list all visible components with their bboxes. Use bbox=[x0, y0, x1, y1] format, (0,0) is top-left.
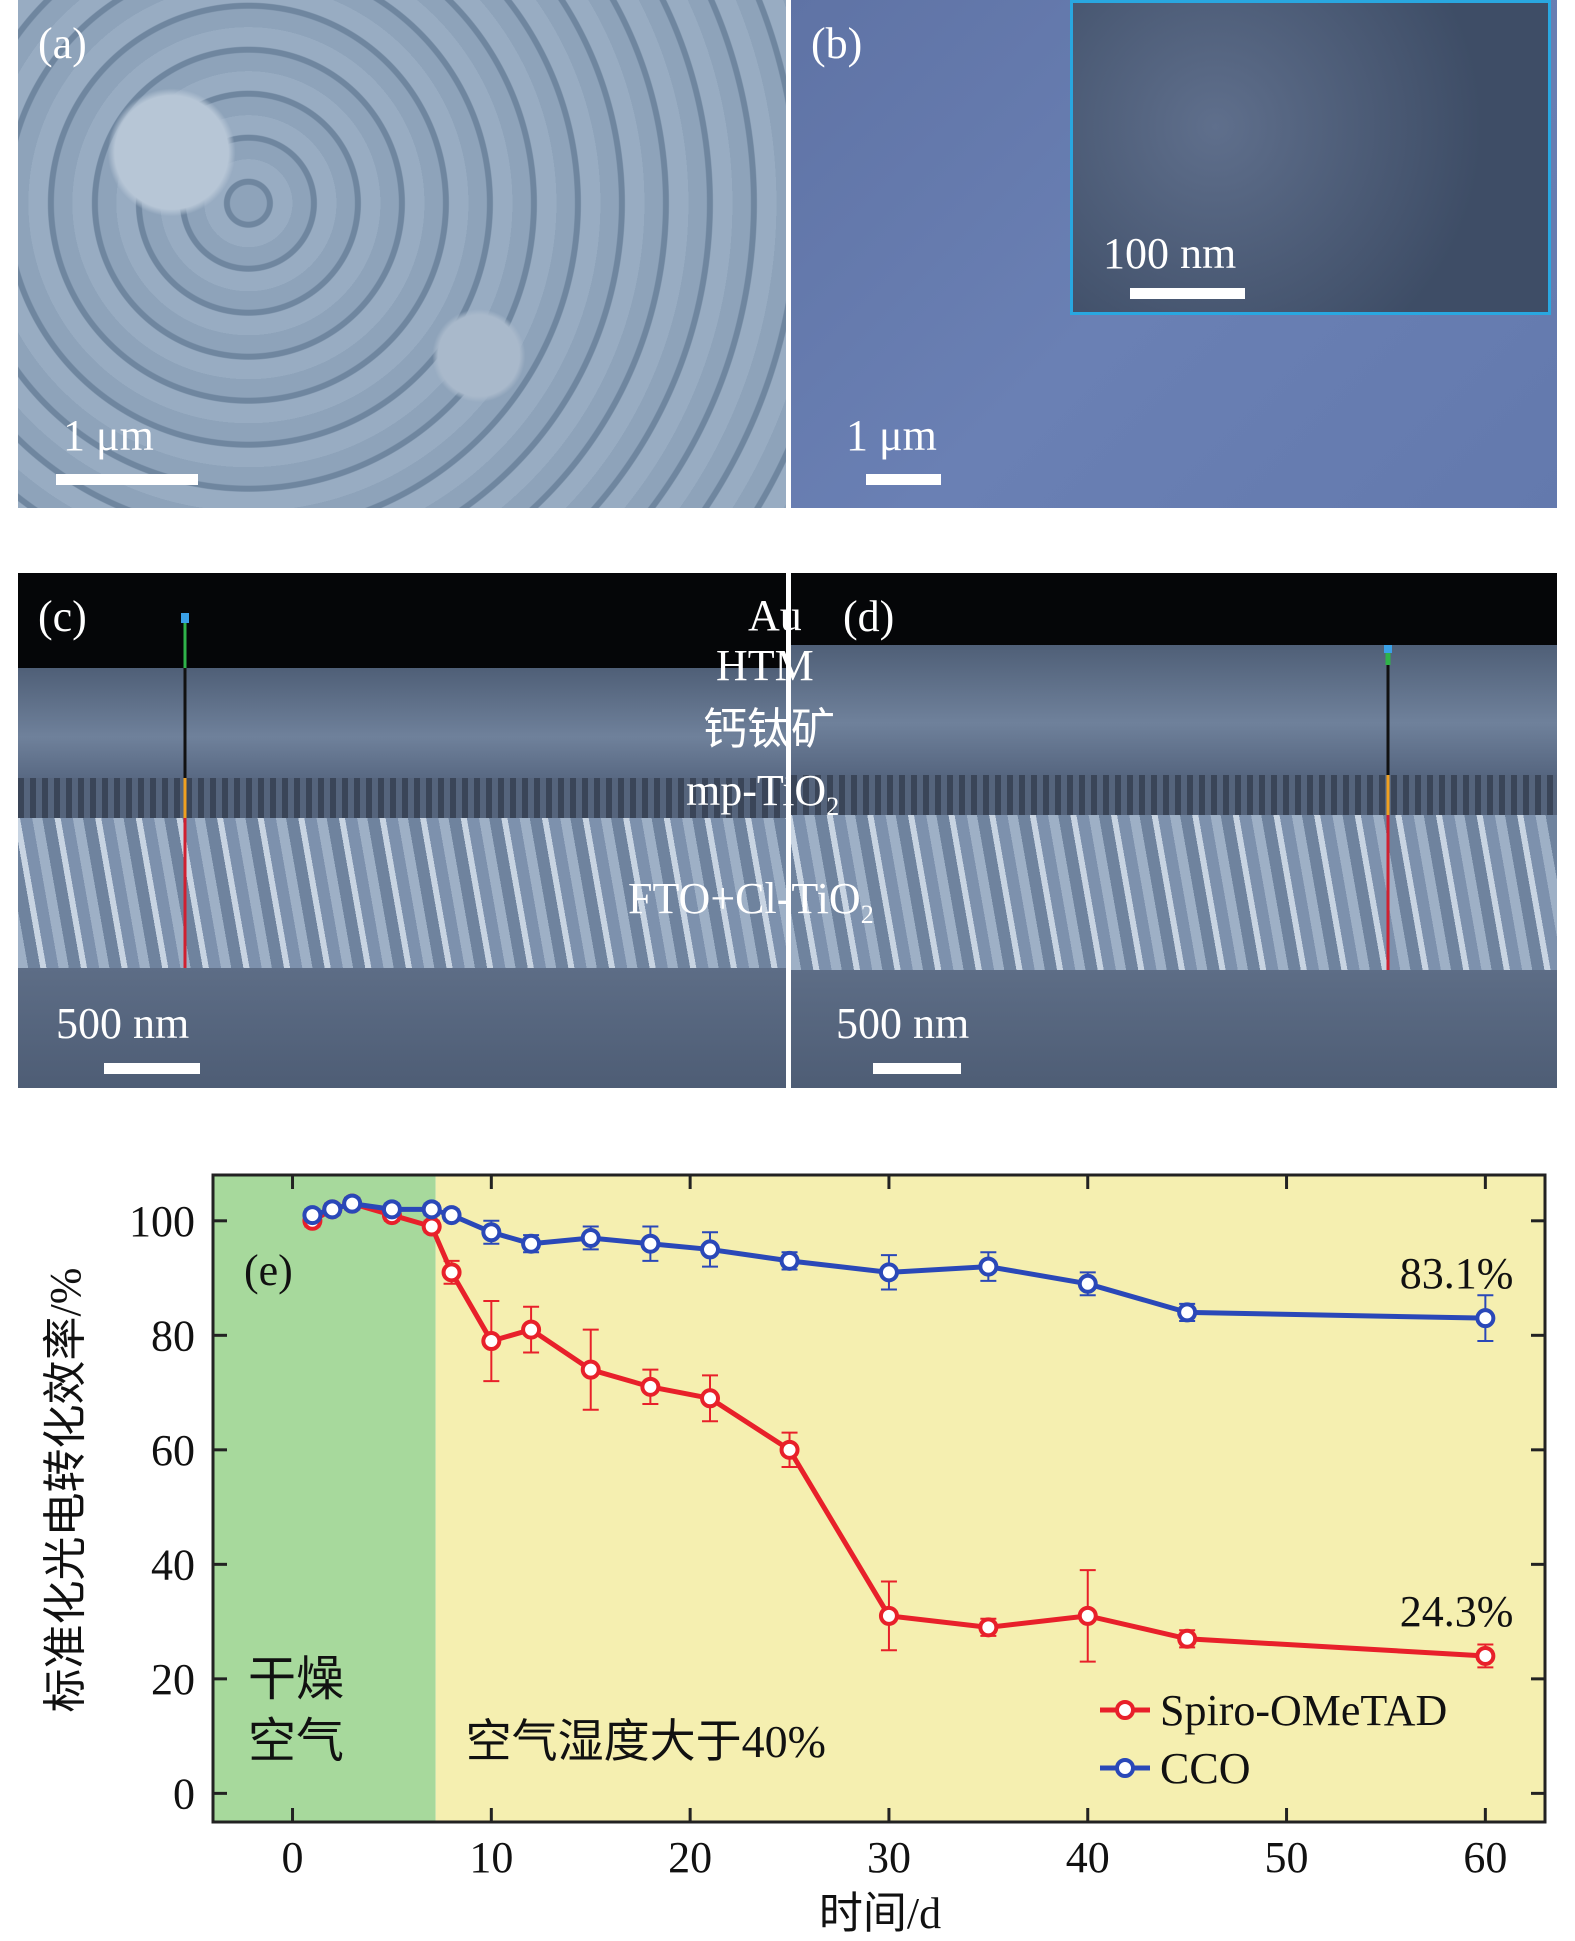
end-label-cco: 83.1% bbox=[1400, 1249, 1514, 1298]
data-point-spiro bbox=[1475, 1645, 1496, 1666]
data-point-cco bbox=[1475, 1308, 1496, 1329]
x-tick-label: 0 bbox=[282, 1833, 304, 1882]
layer-label-au: Au bbox=[748, 591, 802, 640]
legend-marker-spiro bbox=[1115, 1700, 1135, 1720]
y-tick-label: 0 bbox=[173, 1769, 195, 1818]
region-humid-air bbox=[435, 1175, 1545, 1822]
data-point-spiro bbox=[978, 1617, 999, 1638]
scale-text-c: 500 nm bbox=[56, 999, 190, 1048]
data-point-cco bbox=[322, 1199, 343, 1220]
layer-label-mp-tio2: mp-TiO2 bbox=[686, 766, 840, 821]
layer-arrows-d bbox=[1384, 645, 1392, 970]
panel-label-b: (b) bbox=[811, 19, 863, 68]
panel-label-a: (a) bbox=[38, 19, 87, 68]
legend-label-cco: CCO bbox=[1160, 1744, 1250, 1793]
scale-bar-a bbox=[56, 474, 198, 485]
data-point-cco bbox=[878, 1262, 899, 1283]
data-point-spiro bbox=[481, 1331, 502, 1352]
data-point-cco bbox=[1077, 1273, 1098, 1294]
data-point-spiro bbox=[1177, 1628, 1198, 1649]
y-tick-label: 80 bbox=[151, 1311, 195, 1360]
legend: Spiro-OMeTAD CCO bbox=[1100, 1686, 1447, 1793]
sem-panel-c: (c) 500 nm bbox=[18, 573, 786, 1088]
y-axis-label: 标准化光电转化效率/% bbox=[41, 1268, 90, 1713]
x-tick-label: 10 bbox=[469, 1833, 513, 1882]
panel-label-c: (c) bbox=[38, 592, 87, 641]
data-point-cco bbox=[521, 1233, 542, 1254]
sem-panel-b: (b) 100 nm 1 μm bbox=[791, 0, 1557, 508]
data-point-spiro bbox=[779, 1439, 800, 1460]
data-point-cco bbox=[700, 1239, 721, 1260]
data-point-spiro bbox=[1077, 1605, 1098, 1626]
data-point-cco bbox=[640, 1233, 661, 1254]
scale-bar-b bbox=[866, 474, 941, 485]
scale-text-d: 500 nm bbox=[836, 999, 970, 1048]
y-tick-label: 60 bbox=[151, 1426, 195, 1475]
scale-bar-d bbox=[873, 1063, 961, 1074]
layer-label-htm: HTM bbox=[716, 641, 814, 690]
inset-scale-bar bbox=[1130, 288, 1245, 299]
x-tick-label: 50 bbox=[1265, 1833, 1309, 1882]
x-tick-label: 20 bbox=[668, 1833, 712, 1882]
data-point-cco bbox=[342, 1193, 363, 1214]
data-point-spiro bbox=[878, 1605, 899, 1626]
y-tick-label: 100 bbox=[129, 1197, 195, 1246]
layer-label-perovskite: 钙钛矿 bbox=[703, 705, 835, 754]
data-point-cco bbox=[580, 1227, 601, 1248]
sem-panel-d: (d) 500 nm bbox=[791, 573, 1557, 1088]
sem-panel-a: (a) 1 μm bbox=[18, 0, 786, 508]
region-dry-label-line-2: 空气 bbox=[248, 1715, 344, 1768]
data-point-cco bbox=[481, 1222, 502, 1243]
data-point-cco bbox=[441, 1205, 462, 1226]
data-point-spiro bbox=[441, 1262, 462, 1283]
inset-scale-text: 100 nm bbox=[1103, 229, 1237, 278]
region-humid-label: 空气湿度大于40% bbox=[466, 1716, 826, 1767]
scale-text-b: 1 μm bbox=[846, 411, 937, 460]
series-cco: 83.1% bbox=[302, 1193, 1514, 1343]
data-point-cco bbox=[779, 1250, 800, 1271]
data-point-cco bbox=[1177, 1302, 1198, 1323]
end-label-spiro: 24.3% bbox=[1400, 1587, 1514, 1636]
data-point-spiro bbox=[640, 1376, 661, 1397]
x-axis-label: 时间/d bbox=[819, 1889, 941, 1938]
data-point-cco bbox=[302, 1205, 323, 1226]
plot-frame bbox=[211, 1173, 1547, 1824]
data-point-spiro bbox=[521, 1319, 542, 1340]
legend-marker-cco bbox=[1115, 1758, 1135, 1778]
data-point-cco bbox=[381, 1199, 402, 1220]
scale-bar-c bbox=[104, 1063, 200, 1074]
legend-label-spiro: Spiro-OMeTAD bbox=[1160, 1686, 1447, 1735]
data-point-spiro bbox=[421, 1216, 442, 1237]
layer-label-fto: FTO+Cl-TiO2 bbox=[628, 874, 874, 929]
region-dry-label-line-1: 干燥 bbox=[248, 1653, 344, 1706]
x-tick-label: 60 bbox=[1463, 1833, 1507, 1882]
panel-label-e: (e) bbox=[244, 1246, 293, 1295]
region-dry-air bbox=[213, 1175, 436, 1822]
x-tick-label: 30 bbox=[867, 1833, 911, 1882]
data-point-cco bbox=[421, 1199, 442, 1220]
x-tick-label: 40 bbox=[1066, 1833, 1110, 1882]
y-tick-label: 40 bbox=[151, 1540, 195, 1589]
scale-text-a: 1 μm bbox=[63, 411, 154, 460]
y-tick-label: 20 bbox=[151, 1655, 195, 1704]
layer-arrows-c bbox=[181, 613, 189, 968]
sem-inset-b: 100 nm bbox=[1070, 0, 1551, 315]
panel-label-d: (d) bbox=[843, 592, 895, 641]
data-point-spiro bbox=[700, 1388, 721, 1409]
data-point-cco bbox=[978, 1256, 999, 1277]
data-point-spiro bbox=[580, 1359, 601, 1380]
